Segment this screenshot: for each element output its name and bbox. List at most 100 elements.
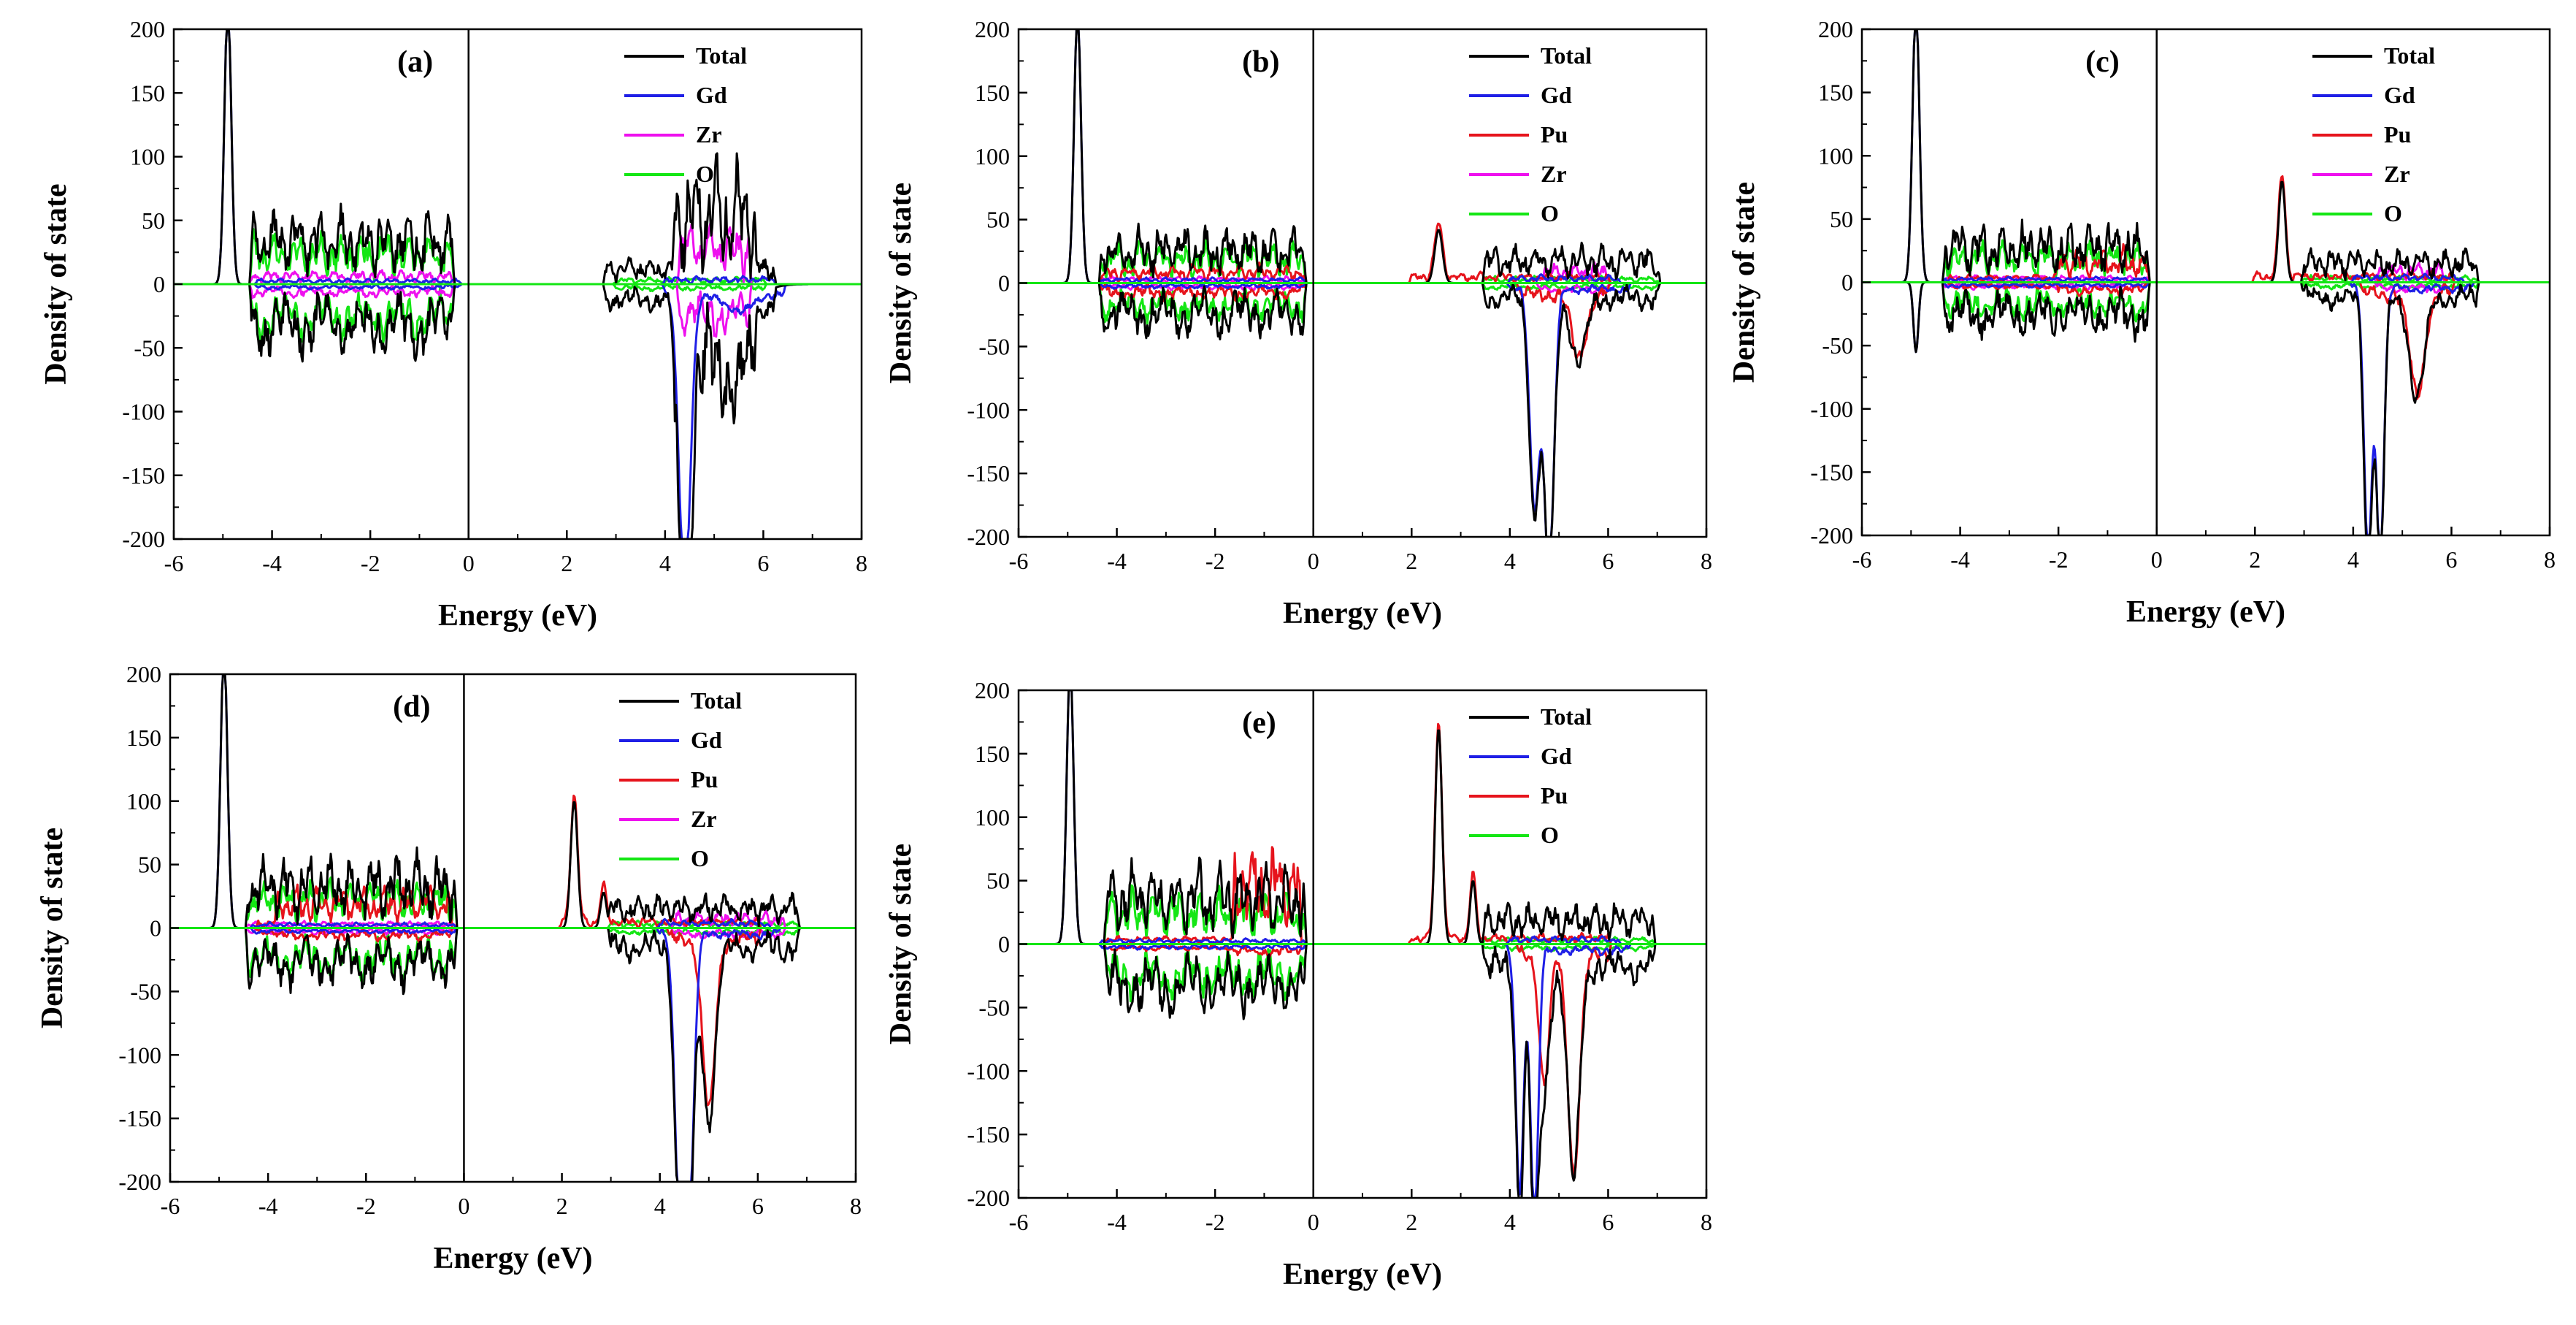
x-tick-label: 6 — [1602, 1209, 1614, 1235]
x-tick-label: -4 — [1950, 546, 1970, 573]
legend-label-o: O — [1541, 822, 1559, 848]
x-tick-label: -2 — [2049, 546, 2069, 573]
legend-label-total: Total — [691, 687, 742, 714]
y-tick-label: 100 — [130, 144, 165, 170]
panel-b: -6 -4 -2 0 2 4 6 8 200 150 100 50 0 -50 -100 -150 -200 En… — [884, 16, 1712, 630]
x-tick-label: -6 — [1852, 546, 1872, 573]
y-tick-label: -150 — [967, 1121, 1010, 1148]
legend-label-gd: Gd — [696, 82, 727, 108]
y-tick-label: -200 — [967, 1185, 1010, 1211]
y-tick-label: 50 — [986, 868, 1010, 894]
legend-label-o: O — [691, 845, 709, 871]
series-total-spin-up — [1862, 29, 2550, 283]
legend: Total Gd Pu Zr O — [1469, 42, 1592, 226]
x-tick-label: 4 — [659, 550, 671, 576]
y-tick-label: -200 — [967, 524, 1010, 550]
y-tick-label: 0 — [998, 270, 1010, 297]
x-tick-label: 8 — [1701, 548, 1712, 574]
x-tick-label: 0 — [1308, 548, 1319, 574]
y-tick-label: 50 — [986, 207, 1010, 233]
y-tick-label: -200 — [1810, 522, 1853, 549]
legend-label-zr: Zr — [696, 121, 722, 148]
x-tick-label: 2 — [2249, 546, 2261, 573]
legend-label-gd: Gd — [1541, 82, 1572, 108]
y-tick-label: -50 — [978, 994, 1010, 1020]
y-tick-label: 200 — [975, 16, 1010, 42]
y-tick-label: 150 — [1818, 80, 1853, 106]
x-tick-label: 8 — [850, 1193, 862, 1219]
x-tick-label: 6 — [1602, 548, 1614, 574]
panel-label: (d) — [393, 690, 430, 724]
series-gd-spin-down — [1862, 281, 2550, 535]
legend: Total Gd Pu Zr O — [619, 687, 742, 871]
legend-label-pu: Pu — [691, 766, 718, 793]
y-tick-label: -150 — [118, 1105, 161, 1131]
x-tick-label: -2 — [1205, 1209, 1225, 1235]
x-tick-label: 4 — [1504, 548, 1516, 574]
x-tick-label: -6 — [164, 550, 184, 576]
legend-label-zr: Zr — [691, 806, 717, 832]
y-tick-label: 150 — [975, 741, 1010, 767]
legend-label-total: Total — [2384, 42, 2435, 69]
y-tick-label: 100 — [126, 788, 161, 814]
legend: Total Gd Pu Zr O — [2312, 42, 2435, 226]
series-total-spin-up — [170, 674, 856, 929]
panel-e: -6 -4 -2 0 2 4 6 8 200 150 100 50 0 -50 -100 -150 -200 En… — [884, 677, 1712, 1291]
x-tick-label: 2 — [1406, 1209, 1417, 1235]
x-tick-label: -6 — [1009, 548, 1029, 574]
legend-label-total: Total — [696, 42, 747, 69]
y-axis-label: Density of state — [36, 828, 69, 1028]
legend-label-o: O — [696, 161, 714, 187]
x-tick-label: 6 — [2445, 546, 2457, 573]
y-tick-label: -50 — [1822, 332, 1853, 359]
legend-label-pu: Pu — [1541, 782, 1568, 809]
x-tick-label: 0 — [1308, 1209, 1319, 1235]
legend-label-gd: Gd — [691, 727, 722, 753]
series-pu-spin-up — [170, 794, 856, 929]
y-tick-label: -150 — [967, 460, 1010, 486]
series-total-spin-up — [1019, 29, 1706, 284]
x-axis-label: Energy (eV) — [433, 1242, 592, 1275]
y-tick-label: 50 — [138, 852, 161, 878]
y-tick-label: 0 — [998, 931, 1010, 958]
x-axis-label: Energy (eV) — [2126, 595, 2285, 629]
legend-label-gd: Gd — [2384, 82, 2415, 108]
x-tick-label: 2 — [1406, 548, 1417, 574]
y-tick-label: -200 — [118, 1169, 161, 1195]
series-total-spin-down — [1862, 281, 2550, 535]
y-tick-label: -100 — [967, 1058, 1010, 1084]
legend: Total Gd Pu O — [1469, 703, 1592, 848]
x-tick-label: -2 — [361, 550, 380, 576]
x-axis-label: Energy (eV) — [438, 599, 597, 633]
y-axis-label: Density of state — [39, 183, 73, 384]
panel-label: (c) — [2085, 45, 2120, 79]
y-tick-label: -100 — [122, 399, 165, 425]
x-axis-label: Energy (eV) — [1283, 597, 1442, 630]
series-total-spin-down — [170, 927, 856, 1182]
x-tick-label: 8 — [856, 550, 867, 576]
series-total-spin-down — [174, 283, 862, 539]
panel-d: -6 -4 -2 0 2 4 6 8 200 150 100 50 0 -50 -100 -150 -200 En… — [36, 661, 862, 1275]
y-tick-label: -50 — [130, 978, 161, 1004]
panel-a: -6 -4 -2 0 2 4 6 8 200 150 100 50 0 -50 -100 -150 -200 En… — [39, 16, 867, 633]
y-tick-label: -100 — [967, 397, 1010, 423]
x-tick-label: -2 — [1205, 548, 1225, 574]
x-tick-label: -4 — [258, 1193, 278, 1219]
legend-label-pu: Pu — [2384, 121, 2411, 148]
x-tick-label: 0 — [458, 1193, 469, 1219]
legend-label-pu: Pu — [1541, 121, 1568, 148]
series-gd-spin-down — [1019, 282, 1706, 537]
legend-label-o: O — [2384, 200, 2402, 226]
y-tick-label: 150 — [130, 80, 165, 106]
y-tick-label: -100 — [1810, 396, 1853, 422]
series-gd-spin-down — [174, 283, 862, 539]
x-tick-label: 8 — [2544, 546, 2556, 573]
y-tick-label: 100 — [1818, 142, 1853, 169]
x-tick-label: 6 — [752, 1193, 764, 1219]
x-tick-label: 2 — [556, 1193, 568, 1219]
y-axis-label: Density of state — [884, 844, 918, 1045]
panel-label: (e) — [1242, 706, 1276, 740]
y-tick-label: -200 — [122, 526, 165, 552]
y-tick-label: -150 — [122, 462, 165, 489]
